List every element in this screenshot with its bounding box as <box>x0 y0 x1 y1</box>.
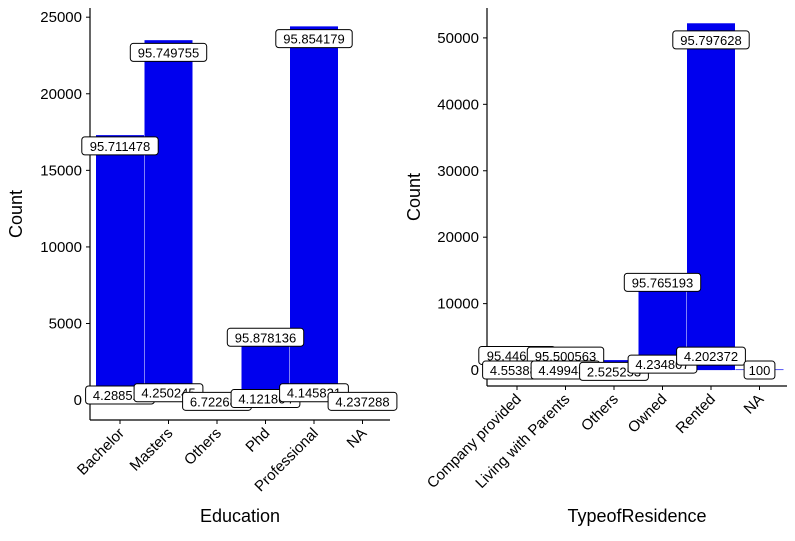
y-tick-label: 10000 <box>40 239 82 256</box>
data-label: 95.765193 <box>632 275 693 290</box>
x-tick-label: NA <box>741 391 768 418</box>
data-label: 4.145821 <box>287 386 341 401</box>
data-label: 4.250245 <box>141 386 195 401</box>
data-label-box <box>327 391 398 411</box>
data-label: 95.878136 <box>235 330 296 345</box>
y-tick-label: 0 <box>471 362 479 379</box>
data-label-box <box>676 346 746 366</box>
x-tick-label: Masters <box>127 425 177 475</box>
data-label-box <box>226 327 305 347</box>
data-label: 2.525253 <box>587 364 641 379</box>
data-label-box <box>129 42 208 62</box>
y-tick-label: 30000 <box>437 163 479 180</box>
y-tick-label: 25000 <box>40 9 82 26</box>
data-label-box <box>672 30 750 50</box>
y-tick-label: 40000 <box>437 96 479 113</box>
data-label: 4.121864 <box>238 392 292 407</box>
data-label: 95.854179 <box>283 32 344 47</box>
data-label: 95.500563 <box>535 349 596 364</box>
data-label: 4.234807 <box>635 357 689 372</box>
x-tick-label: Phd <box>242 425 273 456</box>
y-tick-label: 5000 <box>49 316 82 333</box>
data-label-box <box>743 360 776 380</box>
bar-0-0-1 <box>144 40 193 401</box>
x-axis-title: Education <box>200 506 280 526</box>
x-tick-label: NA <box>344 425 371 452</box>
y-tick-label: 0 <box>74 392 82 409</box>
data-label: 95.749755 <box>138 45 199 60</box>
data-label: 4.499437 <box>538 363 592 378</box>
y-axis-title: Count <box>404 173 424 221</box>
x-tick-label: Living with Parents <box>472 391 573 492</box>
y-tick-label: 50000 <box>437 30 479 47</box>
data-label: 95.711478 <box>90 139 151 154</box>
data-label: 95.797628 <box>680 33 741 48</box>
y-tick-label: 20000 <box>437 229 479 246</box>
y-tick-label: 10000 <box>437 296 479 313</box>
data-label-box <box>275 29 353 49</box>
data-label-box <box>623 272 702 292</box>
bar-1-0-4 <box>687 23 735 371</box>
bar-0-0-0 <box>96 135 144 401</box>
x-tick-label: Others <box>181 425 225 469</box>
x-tick-label: Others <box>578 391 622 435</box>
x-tick-label: Bachelor <box>74 425 128 479</box>
data-label: 6.722689 <box>190 394 244 409</box>
y-tick-label: 20000 <box>40 86 82 103</box>
data-label: 4.202372 <box>684 349 738 364</box>
x-axis-title: TypeofResidence <box>567 506 706 526</box>
data-label: 4.288522 <box>93 388 147 403</box>
x-tick-label: Owned <box>625 391 671 437</box>
education-panel: 0 5000 10000 15000 20000 25000 BachelorMasters… <box>6 8 398 526</box>
data-label: 100 <box>749 363 771 378</box>
data-label-box <box>81 136 159 156</box>
data-label: 4.237288 <box>335 394 389 409</box>
data-label: 4.553885 <box>490 363 544 378</box>
y-axis-title: Count <box>6 190 26 238</box>
x-tick-label: Rented <box>673 391 719 437</box>
y-tick-label: 15000 <box>40 162 82 179</box>
